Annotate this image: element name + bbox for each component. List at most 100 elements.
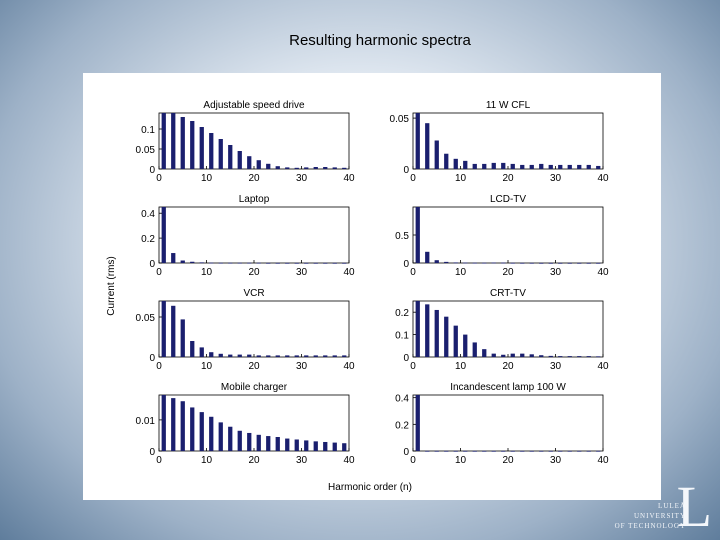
x-tick-label: 30 [296, 455, 308, 466]
subplot-frame [158, 206, 350, 264]
harmonic-bar [491, 262, 496, 264]
harmonic-bar [463, 334, 468, 357]
harmonic-bar [247, 432, 252, 451]
y-tick-label: 0.05 [136, 313, 156, 324]
harmonic-bar [529, 450, 534, 452]
harmonic-bar [228, 426, 233, 451]
harmonic-bar [567, 450, 572, 452]
harmonic-bar [342, 262, 347, 264]
harmonic-bar [218, 353, 223, 357]
subplot-title: CRT-TV [490, 288, 526, 299]
harmonic-bar [472, 262, 477, 264]
harmonic-bar [463, 450, 468, 452]
x-tick-label: 0 [410, 455, 416, 466]
university-logo: LULEÅ UNIVERSITY OF TECHNOLOGY L [613, 478, 720, 540]
x-tick-label: 10 [455, 361, 467, 372]
logo-l-mark: L [676, 474, 712, 539]
harmonic-bar [482, 349, 487, 357]
harmonic-bar [304, 440, 309, 451]
logo-line-2: UNIVERSITY [634, 512, 686, 520]
harmonic-bar [415, 395, 420, 451]
harmonic-bar [567, 356, 572, 357]
harmonic-bar [275, 166, 280, 169]
harmonic-bar [332, 442, 337, 451]
harmonic-bar [558, 450, 563, 452]
x-tick-label: 20 [248, 361, 260, 372]
harmonic-bar [256, 262, 261, 264]
x-tick-label: 0 [156, 267, 162, 278]
y-tick-label: 0 [403, 447, 409, 458]
y-tick-label: 0.2 [395, 308, 409, 319]
harmonic-bar [577, 356, 582, 357]
harmonic-bar [171, 113, 176, 169]
y-tick-label: 0.01 [136, 416, 156, 427]
harmonic-bar [444, 153, 449, 169]
y-tick-label: 0 [403, 259, 409, 270]
harmonic-bar [415, 113, 420, 169]
harmonic-bar [304, 262, 309, 264]
harmonic-bar [180, 260, 185, 263]
harmonic-bar [266, 163, 271, 169]
harmonic-bar [558, 164, 563, 169]
harmonic-bar [161, 301, 166, 357]
harmonic-bar [596, 356, 601, 358]
x-tick-label: 40 [597, 173, 609, 184]
x-tick-label: 40 [343, 173, 355, 184]
harmonic-bar [161, 395, 166, 451]
y-tick-label: 0 [149, 353, 155, 364]
x-tick-label: 40 [597, 455, 609, 466]
x-tick-label: 40 [597, 267, 609, 278]
harmonic-bar [313, 355, 318, 357]
x-tick-label: 20 [502, 267, 514, 278]
harmonic-bar [567, 164, 572, 169]
harmonic-bar [228, 145, 233, 169]
x-tick-label: 10 [455, 455, 467, 466]
harmonic-bar [180, 401, 185, 451]
harmonic-bar [190, 407, 195, 451]
harmonic-bar [266, 262, 271, 264]
subplot-frame [158, 112, 350, 170]
y-tick-label: 0.4 [141, 209, 155, 220]
x-tick-label: 10 [455, 267, 467, 278]
y-tick-label: 0.2 [395, 420, 409, 431]
x-tick-label: 20 [502, 173, 514, 184]
harmonic-bar [415, 207, 420, 263]
harmonic-bar [171, 398, 176, 451]
subplot-frame [158, 394, 350, 452]
harmonic-bar [266, 436, 271, 451]
subplot-title: Adjustable speed drive [203, 100, 305, 111]
x-tick-label: 0 [156, 455, 162, 466]
harmonic-bar [520, 450, 525, 452]
harmonic-bar [491, 162, 496, 169]
harmonic-bar [323, 167, 328, 169]
harmonic-bar [586, 450, 591, 452]
harmonic-bar [285, 262, 290, 264]
harmonic-bar [482, 262, 487, 264]
harmonic-bar [491, 450, 496, 452]
harmonic-bar [548, 164, 553, 169]
harmonic-bar [520, 353, 525, 357]
harmonic-bar [228, 262, 233, 264]
harmonic-bar [256, 160, 261, 169]
harmonic-bar [266, 355, 271, 357]
harmonic-bar [304, 355, 309, 357]
y-tick-label: 0.2 [141, 234, 155, 245]
harmonic-bar [237, 354, 242, 357]
harmonic-bar [323, 441, 328, 451]
harmonic-bar [247, 262, 252, 264]
harmonic-bar [228, 354, 233, 357]
harmonic-bar [180, 319, 185, 357]
harmonic-bar [548, 262, 553, 264]
harmonic-bar [256, 434, 261, 451]
harmonic-bar [501, 354, 506, 357]
harmonic-bar [190, 121, 195, 169]
x-tick-label: 20 [248, 267, 260, 278]
y-tick-label: 0 [403, 165, 409, 176]
harmonic-bar [237, 151, 242, 169]
harmonic-bar [520, 164, 525, 169]
harmonic-bar [247, 354, 252, 357]
harmonic-bar [586, 356, 591, 357]
y-tick-label: 0.5 [395, 231, 409, 242]
harmonic-bar [586, 164, 591, 169]
harmonic-bar [596, 165, 601, 169]
